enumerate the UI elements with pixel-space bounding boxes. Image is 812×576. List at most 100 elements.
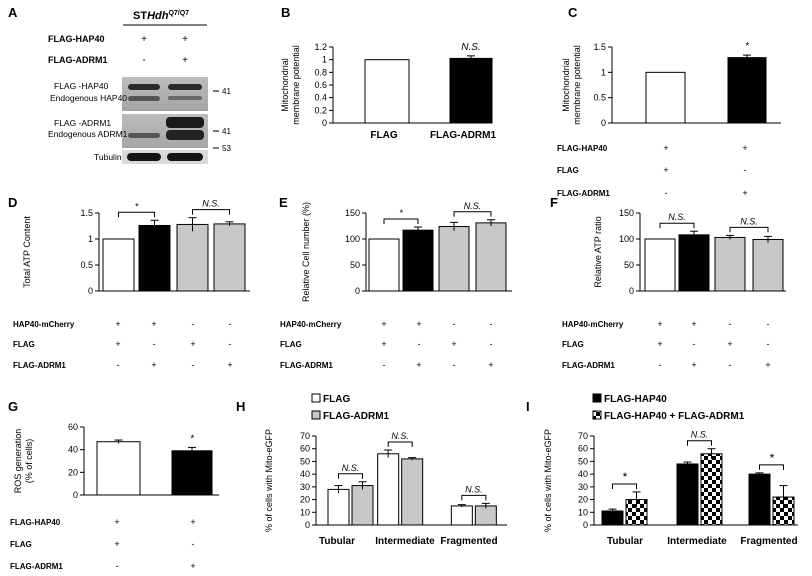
y-axis-label: ROS generation (13, 429, 23, 494)
panel-letter: H (236, 399, 245, 414)
category-label: Fragmented (740, 536, 797, 547)
bar (96, 441, 141, 496)
y-tick-label: 0.8 (314, 67, 327, 77)
y-axis-label: Relative ATP ratio (593, 216, 603, 287)
significance-label: * (135, 201, 139, 211)
treatment-mark: + (657, 319, 662, 329)
treatment-mark: - (693, 339, 696, 349)
treatment-mark: - (729, 360, 732, 370)
legend-label: FLAG-ADRM1 (323, 411, 390, 422)
chart-panel-c: 0 0.5 1 1.5 Mitochondrial membrane potential C… (557, 5, 781, 198)
treatment-mark: + (151, 319, 156, 329)
y-tick-label: 100 (345, 234, 360, 244)
legend-swatch (311, 410, 321, 420)
bar (213, 223, 246, 292)
bar (474, 505, 497, 526)
significance-bracket (612, 483, 637, 489)
legend-label: FLAG-HAP40 (604, 394, 667, 405)
treatment-label: HAP40-mCherry (562, 320, 624, 329)
y-tick-label: 0.5 (593, 93, 606, 103)
legend-swatch (311, 393, 321, 403)
y-tick-label: 1.5 (80, 208, 93, 218)
significance-label: N.S. (465, 484, 483, 494)
y-tick-label: 60 (300, 444, 310, 454)
treatment-mark: + (416, 360, 421, 370)
blot-label: FLAG -ADRM1 (54, 118, 111, 128)
wb-mark: - (142, 55, 145, 66)
y-tick-label: 0.5 (80, 260, 93, 270)
bar (438, 226, 470, 292)
significance-bracket (387, 441, 413, 447)
y-tick-label: 30 (578, 482, 588, 492)
bar (171, 450, 213, 496)
treatment-mark: + (381, 319, 386, 329)
treatment-mark: + (114, 539, 119, 549)
band (128, 96, 160, 101)
y-tick-label: 150 (619, 208, 634, 218)
treatment-mark: + (190, 561, 195, 571)
treatment-mark: + (691, 360, 696, 370)
treatment-label: FLAG-ADRM1 (280, 361, 333, 370)
y-tick-label: 1 (322, 55, 327, 65)
wb-treatment-hap40-label: FLAG-HAP40 (48, 34, 105, 44)
band (167, 153, 203, 161)
category-label: FLAG-ADRM1 (430, 130, 497, 141)
treatment-mark: + (115, 319, 120, 329)
treatment-label: FLAG (13, 340, 35, 349)
bar (714, 236, 746, 292)
bar (449, 57, 493, 124)
y-axis-label: membrane potential (291, 45, 301, 125)
significance-bracket (729, 226, 769, 233)
significance-label: N.S. (342, 463, 360, 473)
y-tick-label: 20 (300, 495, 310, 505)
treatment-label: FLAG-ADRM1 (13, 361, 66, 370)
category-label: Intermediate (375, 536, 435, 547)
treatment-mark: + (227, 360, 232, 370)
y-tick-label: 0 (601, 118, 606, 128)
wb-treatment-adrm1-label: FLAG-ADRM1 (48, 55, 108, 65)
treatment-mark: - (744, 165, 747, 175)
y-tick-label: 50 (300, 456, 310, 466)
y-tick-label: 10 (578, 507, 588, 517)
wb-mark: + (182, 34, 188, 45)
bar (401, 458, 424, 526)
significance-label: * (622, 470, 627, 484)
y-tick-label: 1.2 (314, 42, 327, 52)
treatment-mark: + (765, 360, 770, 370)
significance-label: N.S. (740, 216, 758, 226)
y-tick-label: 70 (300, 431, 310, 441)
y-tick-label: 0.2 (314, 105, 327, 115)
y-tick-label: 1.5 (593, 42, 606, 52)
y-tick-label: 0 (73, 490, 78, 500)
significance-label: N.S. (461, 42, 480, 53)
mw-marker: 53 (222, 144, 231, 153)
significance-bracket (192, 209, 230, 215)
y-axis-label: Relative Cell number (%) (301, 202, 311, 302)
treatment-mark: + (151, 360, 156, 370)
panel-letter: I (526, 399, 530, 414)
y-tick-label: 0.6 (314, 80, 327, 90)
treatment-mark: - (192, 539, 195, 549)
y-axis-label: % of cells with Mito-eGFP (264, 429, 274, 532)
blot-label: Tubulin (94, 152, 122, 162)
chart-panel-f: 0 50 100 150 Relative ATP ratio F N.S. N.S. HAP4… (550, 195, 786, 370)
bar (327, 488, 350, 526)
y-tick-label: 50 (578, 456, 588, 466)
treatment-mark: + (190, 339, 195, 349)
y-tick-label: 20 (578, 495, 588, 505)
bar (138, 224, 171, 292)
treatment-mark: - (153, 339, 156, 349)
chart-panel-h: 0 10 20 30 40 50 60 70 % of cells with Mito-eGFP… (236, 393, 507, 547)
bar (748, 473, 771, 526)
treatment-label: HAP40-mCherry (280, 320, 342, 329)
panel-a-western-blot: A STHdhQ7/Q7 FLAG-HAP40 + + FLAG-ADRM1 -… (8, 5, 231, 164)
treatment-label: FLAG-ADRM1 (10, 562, 63, 571)
treatment-mark: - (453, 319, 456, 329)
y-tick-label: 30 (300, 482, 310, 492)
significance-bracket (461, 494, 487, 501)
bar (644, 238, 676, 292)
band (168, 96, 202, 100)
